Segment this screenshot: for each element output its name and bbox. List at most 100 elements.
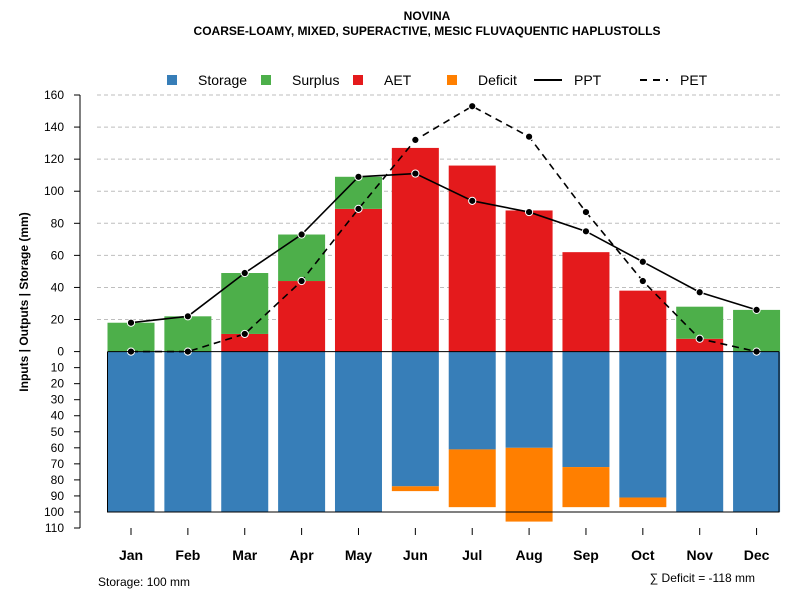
y-tick-label-up-20: 20 xyxy=(51,313,65,327)
aet-bar-jun xyxy=(391,147,439,352)
legend-swatch-storage xyxy=(167,75,177,85)
storage-bar-mar xyxy=(221,351,269,512)
deficit-note: ∑ Deficit = -118 mm xyxy=(650,571,755,585)
legend-swatch-aet xyxy=(353,75,363,85)
series-lines xyxy=(126,102,761,356)
chart-title: NOVINA xyxy=(404,9,451,23)
legend-label-aet: AET xyxy=(384,72,412,88)
x-tick-label-nov: Nov xyxy=(686,547,713,563)
pet-point-mar xyxy=(240,329,249,339)
x-tick-label-aug: Aug xyxy=(515,547,542,563)
storage-bar-dec xyxy=(733,351,781,512)
x-tick-label-mar: Mar xyxy=(232,547,257,563)
legend-label-deficit: Deficit xyxy=(478,72,517,88)
deficit-bar-sep xyxy=(562,467,610,508)
pet-point-oct xyxy=(638,276,647,286)
ppt-point-jul xyxy=(468,196,477,205)
y-tick-label-low-80: 80 xyxy=(51,473,65,487)
pet-point-apr xyxy=(297,276,306,286)
pet-line xyxy=(131,105,757,353)
aet-bar-jul xyxy=(448,165,496,352)
y-tick-label-low-90: 90 xyxy=(51,489,65,503)
ppt-point-jun xyxy=(411,169,420,178)
legend-swatch-deficit xyxy=(447,75,457,85)
y-tick-label-up-0: 0 xyxy=(57,345,64,359)
y-tick-label-low-20: 20 xyxy=(51,377,65,391)
pet-point-nov xyxy=(695,334,704,343)
aet-bar-sep xyxy=(562,252,610,352)
surplus-bar-mar xyxy=(221,273,269,334)
y-tick-label-up-80: 80 xyxy=(51,216,65,230)
surplus-bar-feb xyxy=(164,316,212,352)
x-tick-label-apr: Apr xyxy=(290,547,315,563)
y-axis-label: Inputs | Outputs | Storage (mm) xyxy=(17,212,31,391)
ppt-point-apr xyxy=(297,230,306,239)
legend-label-storage: Storage xyxy=(198,72,247,88)
ppt-point-may xyxy=(354,172,363,181)
pet-point-sep xyxy=(581,207,591,217)
y-tick-label-up-160: 160 xyxy=(44,88,64,102)
x-tick-label-jul: Jul xyxy=(462,547,482,563)
storage-bar-jun xyxy=(391,351,439,487)
surplus-bar-jan xyxy=(107,322,155,352)
storage-bar-may xyxy=(334,351,382,512)
storage-bar-jul xyxy=(448,351,496,450)
storage-bar-nov xyxy=(676,351,724,512)
ppt-point-aug xyxy=(524,207,534,217)
y-tick-label-up-120: 120 xyxy=(44,152,64,166)
pet-point-may xyxy=(354,204,363,213)
pet-point-jun xyxy=(411,135,420,145)
surplus-bar-apr xyxy=(278,234,326,282)
y-tick-label-up-60: 60 xyxy=(51,248,65,262)
y-tick-label-low-10: 10 xyxy=(51,361,65,375)
y-tick-label-low-50: 50 xyxy=(51,425,65,439)
ppt-point-jan xyxy=(126,318,136,327)
deficit-bar-oct xyxy=(619,497,667,508)
y-tick-label-low-110: 110 xyxy=(45,521,64,535)
x-tick-label-jan: Jan xyxy=(119,547,143,563)
x-tick-label-dec: Dec xyxy=(744,547,770,563)
aet-bar-mar xyxy=(221,333,269,352)
deficit-bar-jul xyxy=(448,449,496,508)
storage-bar-oct xyxy=(619,351,667,498)
pet-point-aug xyxy=(524,132,534,141)
x-tick-label-oct: Oct xyxy=(631,547,655,563)
y-tick-label-up-40: 40 xyxy=(51,280,65,294)
legend-label-surplus: Surplus xyxy=(292,72,339,88)
chart-subtitle: COARSE-LOAMY, MIXED, SUPERACTIVE, MESIC … xyxy=(194,24,661,38)
axes: 0 20 40 60 80 100 120 140 160 10 20 30 40 50 60 70 80 90 1… xyxy=(44,88,780,563)
legend-label-ppt: PPT xyxy=(574,72,602,88)
y-tick-label-low-30: 30 xyxy=(51,393,65,407)
ppt-point-feb xyxy=(183,312,192,321)
aet-bar-apr xyxy=(278,281,326,352)
storage-bar-sep xyxy=(562,351,610,468)
storage-bar-aug xyxy=(505,351,553,448)
y-tick-label-low-100: 100 xyxy=(44,505,64,519)
y-tick-label-low-40: 40 xyxy=(51,409,65,423)
y-tick-label-low-70: 70 xyxy=(51,457,65,471)
deficit-bar-jun xyxy=(391,486,439,492)
ppt-point-nov xyxy=(695,288,704,297)
bars xyxy=(107,147,781,522)
storage-note: Storage: 100 mm xyxy=(98,575,190,589)
storage-capacity-frame xyxy=(107,351,780,513)
legend: Storage Surplus AET Deficit PPT PET xyxy=(167,72,708,88)
surplus-bar-dec xyxy=(733,309,781,352)
ppt-point-sep xyxy=(581,227,591,236)
x-tick-label-may: May xyxy=(345,547,372,563)
aet-bar-aug xyxy=(505,210,553,352)
deficit-bar-aug xyxy=(505,447,553,522)
ppt-line xyxy=(130,172,757,324)
pet-point-jul xyxy=(468,102,477,111)
aet-bar-may xyxy=(334,208,382,352)
legend-label-pet: PET xyxy=(680,72,708,88)
x-tick-label-feb: Feb xyxy=(175,547,200,563)
legend-swatch-surplus xyxy=(261,75,271,85)
y-tick-label-low-60: 60 xyxy=(51,441,65,455)
y-tick-label-up-100: 100 xyxy=(44,184,64,198)
storage-bar-feb xyxy=(164,351,212,512)
ppt-point-dec xyxy=(752,305,761,314)
storage-bar-apr xyxy=(278,351,326,512)
y-tick-label-up-140: 140 xyxy=(44,120,64,134)
